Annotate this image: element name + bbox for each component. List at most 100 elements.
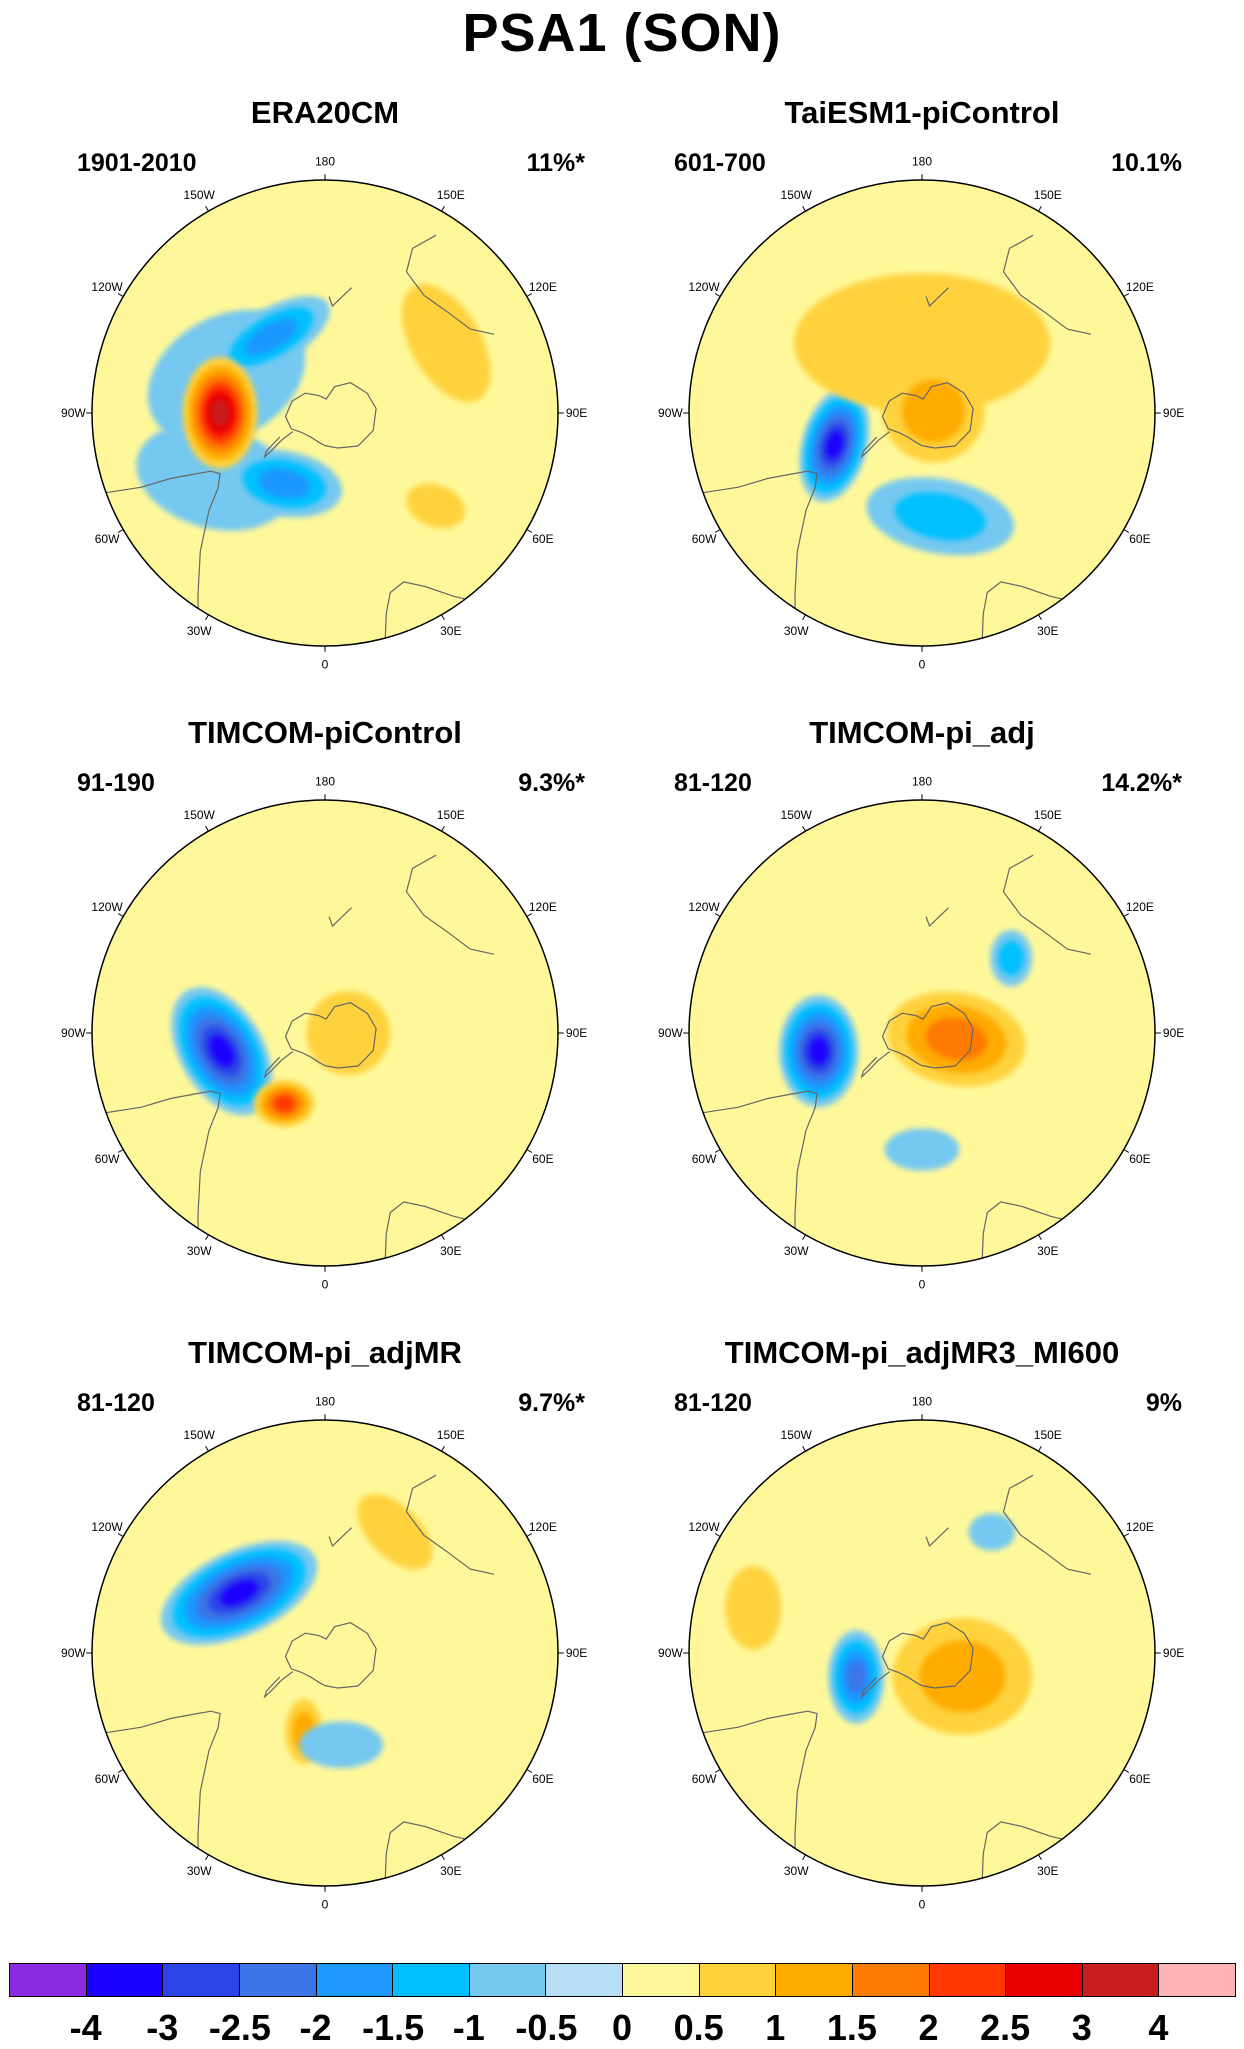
longitude-label: 90W (61, 1026, 86, 1040)
longitude-tick (117, 1533, 124, 1537)
longitude-label: 180 (912, 1394, 932, 1408)
map-panel: TIMCOM-pi_adjMR 81-120 9.7%* 0 30E 60E 90E 1… (25, 1335, 625, 1935)
panel-period: 81-120 (77, 1389, 155, 1417)
longitude-label: 120W (91, 900, 123, 914)
longitude-tick (441, 1234, 445, 1241)
longitude-label: 120E (529, 1520, 557, 1534)
longitude-tick (1123, 293, 1130, 297)
panel-variance: 11%* (526, 149, 585, 177)
longitude-label: 90W (658, 406, 683, 420)
longitude-tick (1123, 529, 1130, 533)
longitude-label: 0 (919, 1278, 926, 1292)
colorbar-tick-label: 1 (765, 2007, 786, 2048)
positive-anomaly-contour (401, 284, 491, 403)
panel-variance: 14.2%* (1101, 769, 1182, 797)
longitude-label: 150W (184, 808, 216, 822)
longitude-tick (1038, 1854, 1042, 1861)
colorbar-segment (622, 1963, 700, 1997)
longitude-label: 180 (315, 1394, 335, 1408)
colorbar-tick-label: -2.5 (208, 2007, 271, 2048)
colorbar-segment (928, 1963, 1007, 1997)
polar-map: 0 30E 60E 90E 120E 150E 180 150W 120W 90W 60W 30W (658, 774, 1184, 1292)
negative-anomaly-contour (809, 1037, 829, 1065)
negative-anomaly-contour (258, 468, 310, 499)
longitude-label: 90E (1163, 1026, 1184, 1040)
coastline-newzealand (925, 287, 950, 308)
longitude-tick (205, 825, 209, 832)
coastline-samerica (703, 1710, 818, 1849)
map-panel: TIMCOM-pi_adj 81-120 14.2%* 0 30E 60E 90E 12… (622, 715, 1222, 1315)
longitude-label: 60E (532, 1152, 553, 1166)
longitude-label: 60E (1129, 1772, 1150, 1786)
longitude-label: 90W (658, 1646, 683, 1660)
longitude-tick (1038, 825, 1042, 832)
longitude-label: 30W (187, 1864, 212, 1878)
longitude-label: 30E (440, 1864, 461, 1878)
longitude-label: 30W (187, 624, 212, 638)
longitude-tick (802, 1234, 806, 1241)
longitude-label: 120W (91, 280, 123, 294)
panel-variance: 10.1% (1111, 149, 1182, 177)
negative-anomaly-contour (825, 431, 843, 459)
negative-anomaly-contour (846, 1660, 866, 1694)
longitude-label: 30E (440, 624, 461, 638)
longitude-tick (802, 1854, 806, 1861)
longitude-label: 120W (91, 1520, 123, 1534)
longitude-label: 150E (1034, 1428, 1062, 1442)
longitude-label: 150E (437, 1428, 465, 1442)
negative-anomaly-contour (894, 492, 986, 541)
longitude-label: 60W (95, 532, 120, 546)
longitude-label: 150W (781, 808, 813, 822)
coastline-antarctica (284, 1622, 377, 1689)
colorbar-tick-label: 1.5 (826, 2007, 877, 2048)
longitude-label: 150E (437, 808, 465, 822)
positive-anomaly-contour (902, 379, 965, 443)
longitude-label: 30E (1037, 624, 1058, 638)
longitude-tick (1038, 1445, 1042, 1452)
longitude-tick (802, 825, 806, 832)
longitude-tick (1038, 1234, 1042, 1241)
longitude-tick (802, 205, 806, 212)
longitude-label: 90E (1163, 1646, 1184, 1660)
longitude-label: 0 (322, 1898, 329, 1912)
colorbar-tick-label: -3 (146, 2007, 179, 2048)
coastline-newzealand (328, 907, 353, 928)
coastline-australia (1002, 234, 1092, 335)
coastline-samerica (106, 470, 221, 609)
longitude-label: 150E (1034, 188, 1062, 202)
coastline-antarctica (284, 1002, 377, 1069)
positive-anomaly-contour (925, 1018, 988, 1061)
map-background (92, 1420, 558, 1886)
longitude-label: 30W (784, 624, 809, 638)
longitude-label: 180 (315, 154, 335, 168)
colorbar-segment (1005, 1963, 1083, 1997)
panel-period: 81-120 (674, 1389, 752, 1417)
longitude-label: 30E (1037, 1244, 1058, 1258)
polar-map: 0 30E 60E 90E 120E 150E 180 150W 120W 90W 60W 30W (61, 1394, 587, 1912)
longitude-label: 150W (781, 188, 813, 202)
coastline-newzealand (925, 1527, 950, 1548)
longitude-label: 120E (1126, 1520, 1154, 1534)
panel-period: 81-120 (674, 769, 752, 797)
negative-anomaly-contour (220, 1580, 258, 1606)
longitude-tick (117, 1769, 124, 1773)
coastline-africa (384, 581, 466, 639)
longitude-tick (714, 529, 721, 533)
map-panel: TIMCOM-piControl 91-190 9.3%* 0 30E 60E 90E… (25, 715, 625, 1315)
longitude-tick (526, 913, 533, 917)
longitude-tick (1123, 913, 1130, 917)
longitude-tick (205, 614, 209, 621)
longitude-tick (714, 913, 721, 917)
coastline-samerica (703, 470, 818, 609)
longitude-tick (526, 1533, 533, 1537)
panel-variance: 9.7%* (518, 1389, 585, 1417)
polar-map: 0 30E 60E 90E 120E 150E 180 150W 120W 90W 60W 30W (658, 154, 1184, 671)
longitude-label: 30E (1037, 1864, 1058, 1878)
longitude-label: 180 (912, 154, 932, 168)
colorbar-segment (9, 1963, 87, 1997)
map-panel: TaiESM1-piControl 601-700 10.1% 0 30E 60E 9… (622, 95, 1222, 695)
map-panel: ERA20CM 1901-2010 11%* 0 30E 60E 90E 120E 150… (25, 95, 625, 695)
longitude-label: 60W (692, 1152, 717, 1166)
coastline-peninsula (860, 431, 891, 459)
negative-anomaly-contour (209, 1035, 234, 1067)
